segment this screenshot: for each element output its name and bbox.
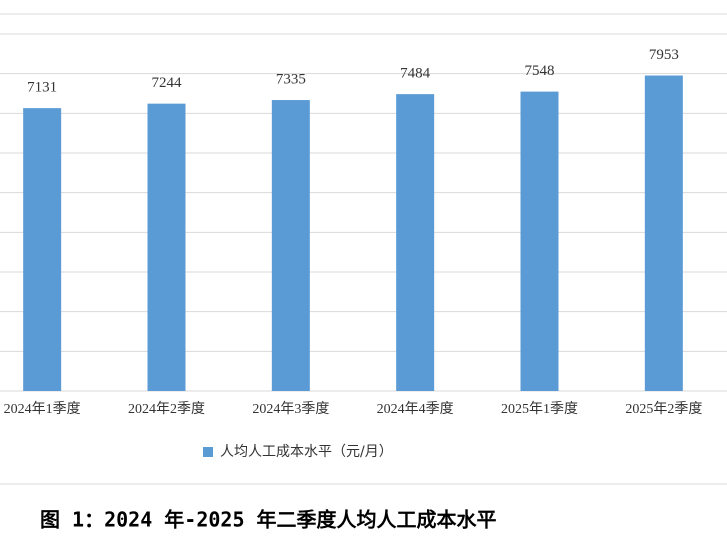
value-label: 7335 — [276, 71, 306, 87]
caption: 图 1：2024 年-2025 年二季度人均人工成本水平 — [40, 508, 497, 532]
x-tick-label: 2024年4季度 — [377, 401, 454, 417]
bar — [271, 100, 310, 392]
bar — [396, 94, 435, 391]
legend-label: 人均人工成本水平（元/月） — [220, 444, 393, 460]
bar — [644, 75, 683, 391]
bar — [520, 91, 559, 391]
value-label: 7484 — [400, 66, 431, 82]
x-tick-label: 2025年1季度 — [501, 401, 578, 417]
value-label: 7131 — [27, 80, 57, 96]
x-tick-label: 2025年2季度 — [625, 401, 702, 417]
legend-swatch — [203, 447, 213, 457]
bar — [23, 108, 62, 392]
x-tick-label: 2024年3季度 — [252, 401, 329, 417]
x-tick-label: 2024年2季度 — [128, 401, 205, 417]
value-label: 7548 — [525, 63, 555, 79]
value-label: 7244 — [152, 75, 183, 91]
bar — [147, 103, 186, 391]
x-tick-label: 2024年1季度 — [4, 401, 81, 417]
value-label: 7953 — [649, 47, 679, 63]
